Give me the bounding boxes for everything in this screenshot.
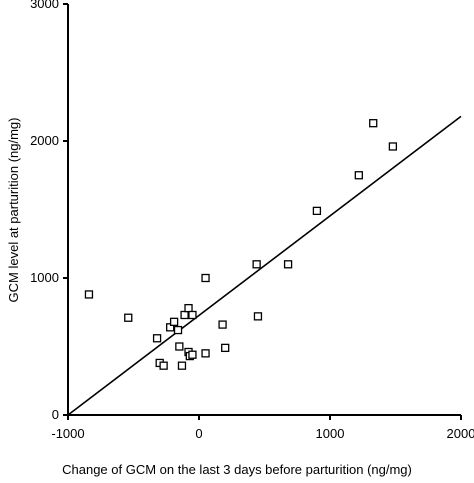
data-point — [252, 260, 261, 269]
ticks: 0 1000 2000 3000 -1000 0 1000 2000 — [30, 0, 474, 441]
data-point — [312, 206, 322, 216]
x-tick-label: -1000 — [51, 426, 84, 441]
x-tick-label: 1000 — [316, 426, 345, 441]
data-point — [188, 350, 197, 359]
data-point — [283, 260, 293, 269]
data-point — [253, 312, 263, 321]
x-tick-label: 2000 — [447, 426, 474, 441]
data-point — [124, 313, 133, 322]
points-group — [84, 119, 398, 370]
fit-line-group — [67, 115, 462, 416]
data-point — [175, 342, 184, 351]
data-point — [180, 310, 189, 320]
data-point — [201, 273, 210, 283]
data-point — [218, 320, 227, 329]
data-point — [369, 119, 378, 128]
data-point — [388, 142, 398, 151]
y-tick-label: 2000 — [30, 133, 59, 148]
data-point — [354, 171, 363, 180]
y-axis-title: GCM level at parturition (ng/mg) — [6, 118, 21, 303]
data-point — [184, 303, 193, 313]
data-point — [177, 361, 187, 370]
x-tick-label: 0 — [195, 426, 202, 441]
x-axis-title: Change of GCM on the last 3 days before … — [62, 462, 412, 477]
fit-line — [67, 115, 462, 416]
data-point — [159, 361, 168, 370]
data-point — [173, 325, 183, 335]
data-point — [221, 343, 230, 353]
y-tick-label: 3000 — [30, 0, 59, 11]
data-point — [152, 334, 162, 343]
data-point — [188, 310, 197, 320]
data-point — [84, 290, 94, 299]
data-point — [169, 317, 179, 326]
y-tick-label: 1000 — [30, 270, 59, 285]
data-point — [201, 349, 210, 358]
axes — [67, 4, 461, 416]
y-tick-label: 0 — [52, 407, 59, 422]
